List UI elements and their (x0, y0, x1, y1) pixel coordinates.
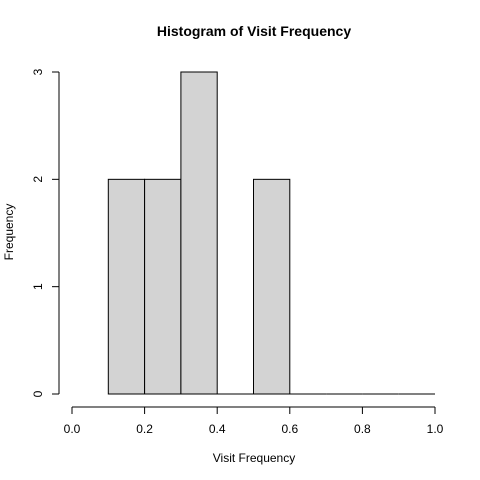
y-axis-label: Frequency (2, 204, 16, 261)
x-tick-label: 0.0 (64, 422, 81, 436)
histogram-bar-0 (107, 178, 146, 395)
y-axis: 0 1 2 3 (31, 68, 60, 397)
x-tick-label: 0.2 (136, 422, 153, 436)
y-tick-label: 2 (31, 176, 45, 183)
y-tick-label: 1 (31, 283, 45, 290)
x-tick-label: 1.0 (427, 422, 444, 436)
x-tick-label: 0.6 (281, 422, 298, 436)
x-axis-label: Visit Frequency (213, 451, 295, 465)
x-tick-label: 0.4 (209, 422, 226, 436)
histogram-bar-4 (253, 178, 291, 395)
histogram-bar-1 (144, 178, 182, 395)
x-axis: 0.0 0.2 0.4 0.6 0.8 1.0 (64, 406, 444, 436)
histogram-bar-2 (180, 71, 218, 395)
chart-title: Histogram of Visit Frequency (157, 23, 351, 39)
y-tick-label: 0 (31, 390, 45, 397)
bars-group (107, 71, 435, 395)
y-tick-label: 3 (31, 68, 45, 75)
x-tick-label: 0.8 (354, 422, 371, 436)
